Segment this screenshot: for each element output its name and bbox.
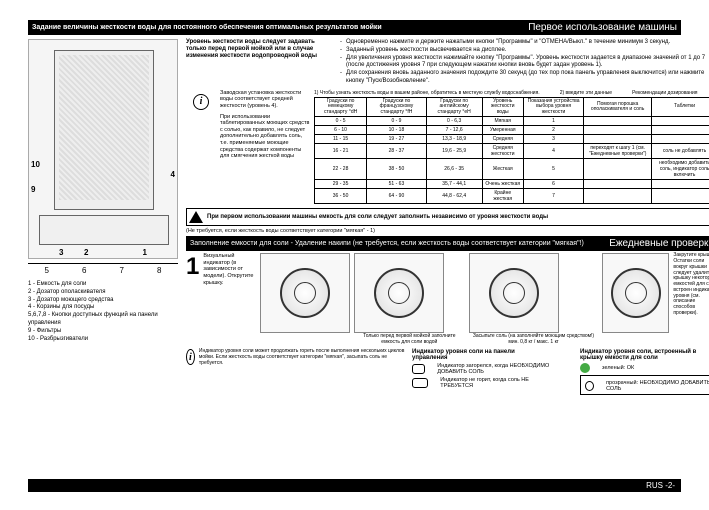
caption-3: Засыпьте соль (на заполняйте моющим сред… [469, 334, 598, 345]
table-row: 29 - 3551 - 6335,7 - 44,1Очень жесткая6 [315, 180, 709, 189]
ruler: 5 6 7 8 [28, 263, 178, 275]
final-box: прозрачный: НЕОБХОДИМО ДОБАВИТЬ СОЛЬ [580, 375, 709, 395]
clear-dot-icon [585, 381, 594, 391]
header-bar: Задание величины жесткости воды для пост… [28, 20, 681, 35]
step-1-row: 1 Визуальный индикатор (в зависимости от… [186, 253, 709, 345]
indicator-heading-2: Индикатор уровня соли, встроенный в крыш… [580, 349, 709, 361]
warning-icon [189, 211, 203, 223]
green-dot-icon [580, 363, 590, 373]
callout-1: 1 [143, 248, 147, 257]
table-row: 0 - 50 - 90 - 6,3Мягкая1 [315, 117, 709, 126]
callout-4: 4 [171, 170, 175, 179]
step-text: Визуальный индикатор (в зависимости от м… [203, 253, 255, 345]
warning-2: (Не требуется, если жесткость воды соотв… [186, 228, 709, 234]
section-bar-2: Заполнение емкости для соли - Удаление н… [186, 236, 709, 251]
table-note-2: 2) введите эти данные [560, 90, 612, 96]
table-note-1: 1) Чтобы узнать жесткость воды в вашем р… [314, 90, 540, 96]
callout-10: 10 [31, 160, 40, 169]
knob-side-text: Закрутите крышку. Остатки соли вокруг кр… [673, 253, 709, 345]
bottom-left: i Индикатор уровня соли может продолжать… [186, 349, 406, 366]
bottom-right: Индикатор уровня соли на панели управлен… [412, 349, 709, 395]
footer: RUS -2- [28, 479, 681, 492]
intro-left: Уровень жесткости воды следует задавать … [186, 39, 326, 86]
indicator-heading-1: Индикатор уровня соли на панели управлен… [412, 349, 550, 361]
table-row: 22 - 2838 - 5026,6 - 35Жесткая5необходим… [315, 159, 709, 180]
table-note-3: Рекомендации дозирования [632, 90, 697, 96]
hardness-table: Градуски по немецкому стандарту °dH Град… [314, 97, 709, 205]
info-icon-2: i [186, 349, 195, 365]
table-row: 6 - 1010 - 187 - 12,6Умеренная2 [315, 126, 709, 135]
legend: 1 - Емкость для соли 2 - Дозатор ополаск… [28, 281, 178, 343]
knob-1 [260, 253, 350, 333]
intro-bullets: Одновременно нажмите и держите нажатыми … [332, 39, 709, 86]
step-number: 1 [186, 253, 199, 345]
led-off-icon [412, 378, 428, 388]
dishwasher-diagram: 10 9 4 3 2 1 [28, 39, 178, 259]
knob-3 [469, 253, 559, 333]
right-column: Уровень жесткости воды следует задавать … [186, 39, 709, 395]
side-info: Заводская установка жесткости воды соотв… [220, 90, 310, 205]
header-right: Первое использование машины [528, 22, 677, 33]
info-icon: i [193, 94, 209, 110]
callout-2: 2 [84, 248, 88, 257]
table-row: 36 - 5064 - 9044,8 - 62,4Крайне жесткая7 [315, 189, 709, 204]
info-icon-box: i [186, 90, 216, 205]
header-left: Задание величины жесткости воды для пост… [32, 24, 382, 31]
knob-4 [602, 253, 670, 333]
warning-row: При первом использовании машины емкость … [186, 208, 709, 226]
table-row: 11 - 1519 - 2713,3 - 18,9Средняя3 [315, 135, 709, 144]
led-on-icon [412, 364, 425, 374]
knob-2 [354, 253, 444, 333]
table-row: 16 - 2128 - 3719,6 - 25,9Средняя жесткос… [315, 144, 709, 159]
callout-9: 9 [31, 185, 35, 194]
callout-3: 3 [59, 248, 63, 257]
left-column: 10 9 4 3 2 1 5 6 7 8 1 - Емкость для сол… [28, 39, 178, 395]
caption-2: Только перед первой мойкой заполните емк… [354, 334, 466, 345]
